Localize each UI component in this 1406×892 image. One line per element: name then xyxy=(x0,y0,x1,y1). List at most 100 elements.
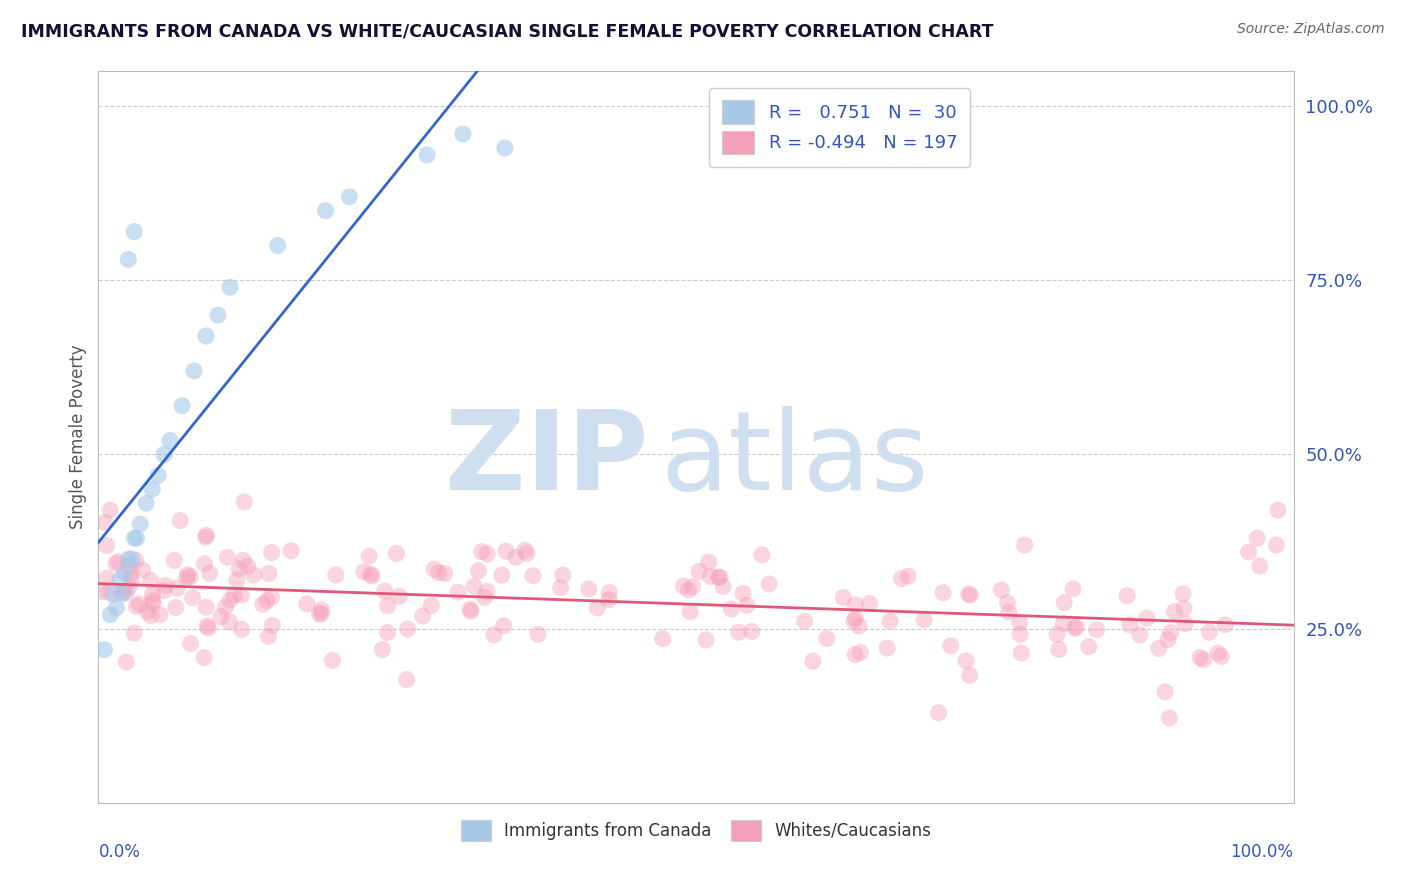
Point xyxy=(194,557,217,571)
Point xyxy=(96,571,118,585)
Point xyxy=(467,564,489,578)
Point xyxy=(959,588,981,602)
Point xyxy=(939,639,962,653)
Point xyxy=(598,592,620,607)
Point xyxy=(751,548,773,562)
Point xyxy=(91,584,114,599)
Point xyxy=(120,566,142,581)
Point xyxy=(482,628,505,642)
Point xyxy=(815,632,838,646)
Point xyxy=(115,655,138,669)
Point xyxy=(98,607,122,622)
Point xyxy=(460,604,482,618)
Point xyxy=(242,567,264,582)
Point xyxy=(1237,545,1260,559)
Point xyxy=(195,329,218,343)
Point xyxy=(97,585,120,599)
Point xyxy=(416,148,439,162)
Point xyxy=(598,585,620,599)
Point xyxy=(395,673,418,687)
Point xyxy=(311,603,333,617)
Point xyxy=(252,598,274,612)
Point xyxy=(155,578,177,592)
Y-axis label: Single Female Poverty: Single Female Poverty xyxy=(69,345,87,529)
Point xyxy=(447,585,470,599)
Point xyxy=(148,468,170,483)
Point xyxy=(1014,538,1036,552)
Point xyxy=(308,607,330,621)
Point xyxy=(1129,628,1152,642)
Point xyxy=(142,596,165,610)
Point xyxy=(651,632,673,646)
Point xyxy=(1160,625,1182,640)
Point xyxy=(912,613,935,627)
Point xyxy=(183,364,205,378)
Point xyxy=(997,596,1019,610)
Point xyxy=(128,597,150,611)
Point xyxy=(678,583,700,598)
Point xyxy=(228,562,250,576)
Point xyxy=(1116,589,1139,603)
Point xyxy=(96,538,118,552)
Text: 0.0%: 0.0% xyxy=(98,843,141,861)
Point xyxy=(427,566,450,580)
Point xyxy=(377,599,399,613)
Point xyxy=(139,608,162,623)
Point xyxy=(1211,649,1233,664)
Point xyxy=(451,127,474,141)
Point xyxy=(1206,646,1229,660)
Point xyxy=(101,587,124,601)
Point xyxy=(339,190,361,204)
Point xyxy=(586,600,609,615)
Point xyxy=(135,496,157,510)
Point xyxy=(195,600,218,615)
Point xyxy=(195,619,218,633)
Point xyxy=(720,602,742,616)
Point xyxy=(122,626,145,640)
Point xyxy=(844,598,866,612)
Point xyxy=(120,573,142,587)
Point xyxy=(741,624,763,639)
Point xyxy=(267,238,290,252)
Point xyxy=(997,605,1019,619)
Point xyxy=(260,545,283,559)
Point xyxy=(1010,646,1032,660)
Point xyxy=(578,582,600,596)
Point xyxy=(932,585,955,599)
Point xyxy=(117,252,139,267)
Point xyxy=(731,586,754,600)
Point xyxy=(125,599,148,614)
Point xyxy=(491,568,513,582)
Point xyxy=(194,530,217,544)
Point xyxy=(474,591,496,605)
Point xyxy=(280,544,302,558)
Point xyxy=(232,553,254,567)
Point xyxy=(697,555,720,569)
Point xyxy=(195,528,218,542)
Point xyxy=(679,605,702,619)
Point xyxy=(801,654,824,668)
Point xyxy=(209,609,232,624)
Point xyxy=(257,629,280,643)
Point xyxy=(793,615,815,629)
Point xyxy=(111,587,134,601)
Point xyxy=(957,587,980,601)
Point xyxy=(181,591,204,605)
Point xyxy=(1077,640,1099,654)
Point xyxy=(551,568,574,582)
Point xyxy=(1062,582,1084,596)
Point xyxy=(222,588,245,602)
Point xyxy=(842,615,865,629)
Point xyxy=(505,550,527,565)
Point xyxy=(214,599,236,614)
Point xyxy=(94,516,117,530)
Point xyxy=(107,555,129,569)
Point xyxy=(709,570,731,584)
Point xyxy=(118,580,141,594)
Point xyxy=(115,586,138,600)
Point xyxy=(849,646,872,660)
Point xyxy=(890,572,912,586)
Point xyxy=(360,569,382,583)
Text: ZIP: ZIP xyxy=(444,406,648,513)
Point xyxy=(735,599,758,613)
